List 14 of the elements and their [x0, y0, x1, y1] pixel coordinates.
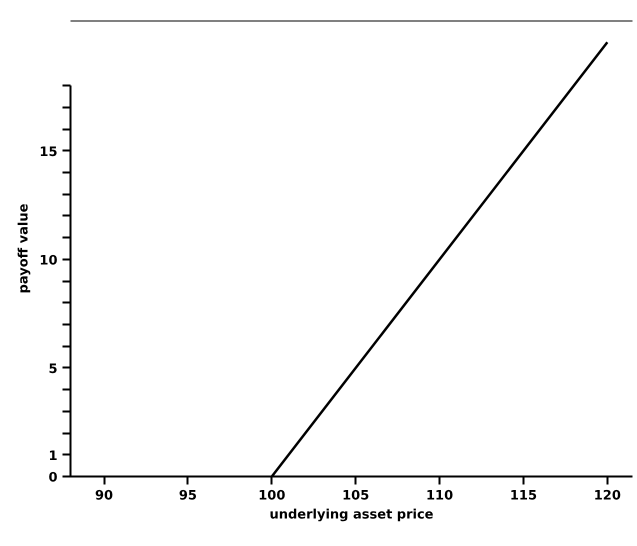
- y-tick-label: 5: [48, 362, 58, 377]
- x-axis-title: underlying asset price: [269, 508, 434, 522]
- x-tick-label: 90: [95, 488, 114, 504]
- x-tick-label: 105: [342, 488, 370, 504]
- x-tick-label: 120: [594, 488, 621, 504]
- y-tick-label: 0: [48, 470, 58, 486]
- y-tick-label: 15: [39, 144, 58, 160]
- y-axis-title: payoff value: [16, 203, 32, 294]
- y-tick-label: 1: [48, 448, 58, 464]
- x-tick-label: 110: [426, 488, 454, 504]
- x-tick-label: 115: [510, 488, 538, 504]
- y-tick-label: 10: [39, 253, 58, 268]
- x-tick-label: 100: [258, 488, 286, 504]
- x-tick-label: 95: [178, 488, 197, 504]
